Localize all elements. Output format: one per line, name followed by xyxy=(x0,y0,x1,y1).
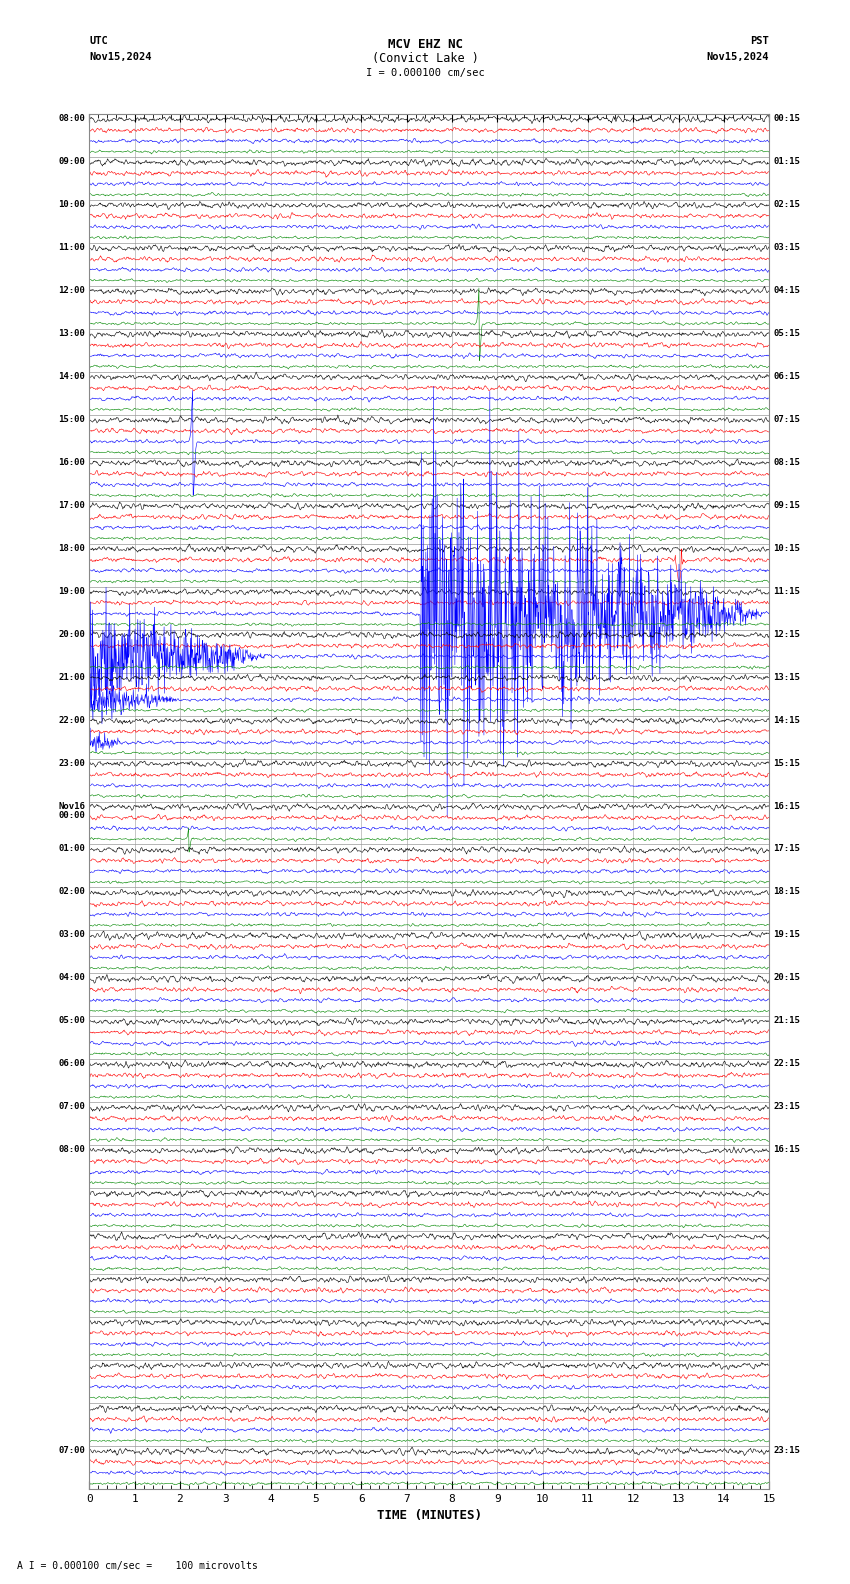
X-axis label: TIME (MINUTES): TIME (MINUTES) xyxy=(377,1510,482,1522)
Text: 07:00: 07:00 xyxy=(58,1446,85,1456)
Text: 08:00: 08:00 xyxy=(58,1145,85,1155)
Text: Nov16: Nov16 xyxy=(58,802,85,811)
Text: 10:15: 10:15 xyxy=(774,543,801,553)
Text: 20:00: 20:00 xyxy=(58,629,85,638)
Text: 18:15: 18:15 xyxy=(774,887,801,897)
Text: 19:15: 19:15 xyxy=(774,930,801,939)
Text: 08:15: 08:15 xyxy=(774,458,801,467)
Text: I = 0.000100 cm/sec: I = 0.000100 cm/sec xyxy=(366,68,484,78)
Text: A I = 0.000100 cm/sec =    100 microvolts: A I = 0.000100 cm/sec = 100 microvolts xyxy=(17,1562,258,1571)
Text: 16:15: 16:15 xyxy=(774,802,801,811)
Text: 21:15: 21:15 xyxy=(774,1017,801,1025)
Text: 18:00: 18:00 xyxy=(58,543,85,553)
Text: 11:15: 11:15 xyxy=(774,586,801,596)
Text: 03:15: 03:15 xyxy=(774,242,801,252)
Text: 02:00: 02:00 xyxy=(58,887,85,897)
Text: 23:15: 23:15 xyxy=(774,1446,801,1456)
Text: Nov15,2024: Nov15,2024 xyxy=(706,52,769,62)
Text: (Convict Lake ): (Convict Lake ) xyxy=(371,52,479,65)
Text: 20:15: 20:15 xyxy=(774,973,801,982)
Text: 06:00: 06:00 xyxy=(58,1060,85,1068)
Text: 13:15: 13:15 xyxy=(774,673,801,681)
Text: 15:15: 15:15 xyxy=(774,759,801,768)
Text: 05:15: 05:15 xyxy=(774,329,801,337)
Text: 04:00: 04:00 xyxy=(58,973,85,982)
Text: 03:00: 03:00 xyxy=(58,930,85,939)
Text: Nov15,2024: Nov15,2024 xyxy=(89,52,152,62)
Text: 22:00: 22:00 xyxy=(58,716,85,724)
Text: 07:15: 07:15 xyxy=(774,415,801,425)
Text: PST: PST xyxy=(751,36,769,46)
Text: 09:15: 09:15 xyxy=(774,501,801,510)
Text: 16:15: 16:15 xyxy=(774,1145,801,1155)
Text: UTC: UTC xyxy=(89,36,108,46)
Text: 08:00: 08:00 xyxy=(58,114,85,124)
Text: 17:15: 17:15 xyxy=(774,844,801,854)
Text: 11:00: 11:00 xyxy=(58,242,85,252)
Text: 10:00: 10:00 xyxy=(58,200,85,209)
Text: MCV EHZ NC: MCV EHZ NC xyxy=(388,38,462,51)
Text: 12:00: 12:00 xyxy=(58,285,85,295)
Text: 02:15: 02:15 xyxy=(774,200,801,209)
Text: 01:15: 01:15 xyxy=(774,157,801,166)
Text: 16:00: 16:00 xyxy=(58,458,85,467)
Text: 01:00: 01:00 xyxy=(58,844,85,854)
Text: 00:00: 00:00 xyxy=(58,811,85,821)
Text: 17:00: 17:00 xyxy=(58,501,85,510)
Text: 07:00: 07:00 xyxy=(58,1102,85,1112)
Text: 13:00: 13:00 xyxy=(58,329,85,337)
Text: 00:15: 00:15 xyxy=(774,114,801,124)
Text: 05:00: 05:00 xyxy=(58,1017,85,1025)
Text: 06:15: 06:15 xyxy=(774,372,801,380)
Text: 14:15: 14:15 xyxy=(774,716,801,724)
Text: 19:00: 19:00 xyxy=(58,586,85,596)
Text: 09:00: 09:00 xyxy=(58,157,85,166)
Text: 14:00: 14:00 xyxy=(58,372,85,380)
Text: 04:15: 04:15 xyxy=(774,285,801,295)
Text: 12:15: 12:15 xyxy=(774,629,801,638)
Text: 22:15: 22:15 xyxy=(774,1060,801,1068)
Text: 23:00: 23:00 xyxy=(58,759,85,768)
Text: 23:15: 23:15 xyxy=(774,1102,801,1112)
Text: 21:00: 21:00 xyxy=(58,673,85,681)
Text: 15:00: 15:00 xyxy=(58,415,85,425)
